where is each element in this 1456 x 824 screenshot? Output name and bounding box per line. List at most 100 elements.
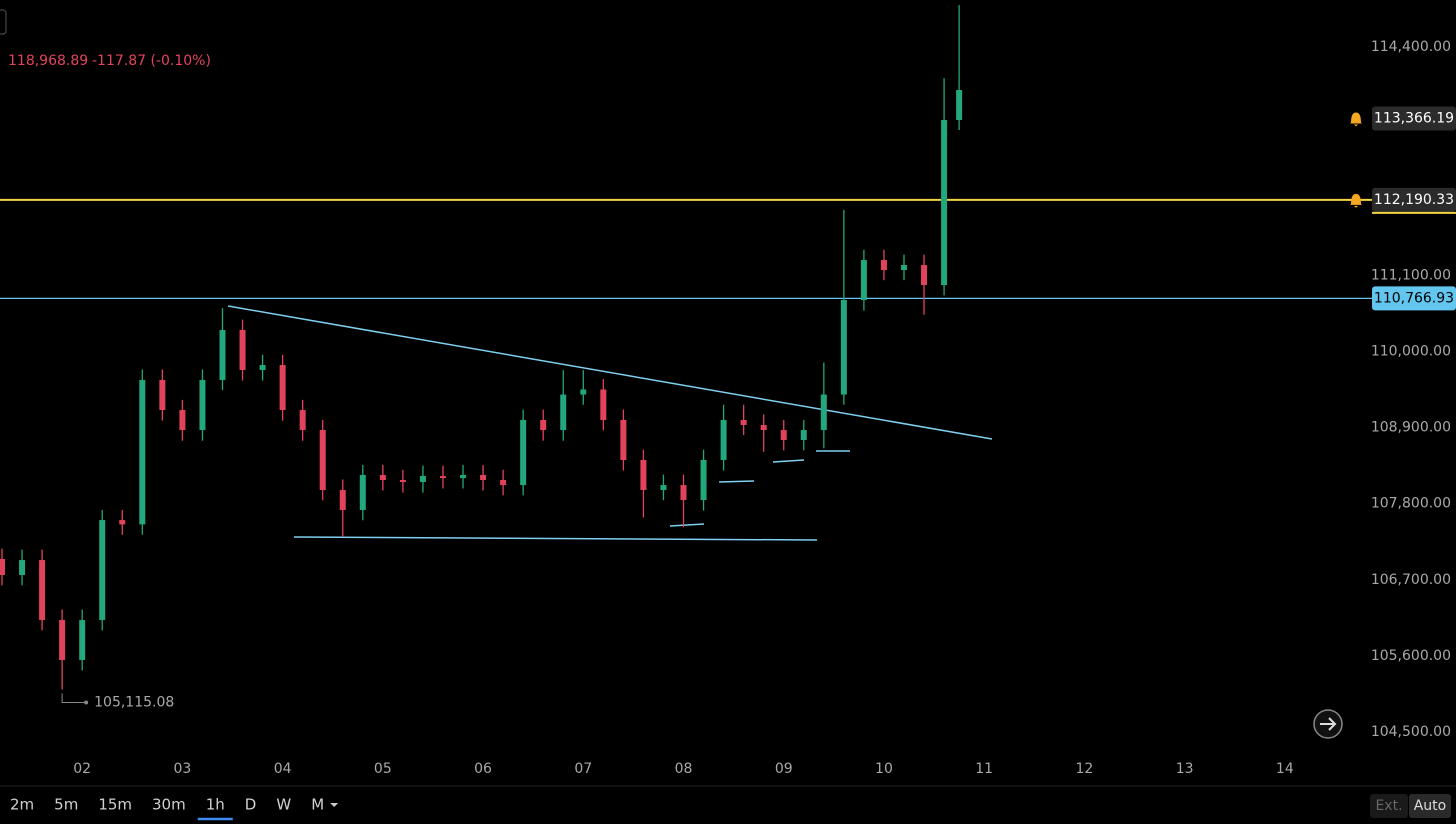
candle-body — [399, 479, 406, 483]
candle-body — [840, 300, 847, 395]
interval-button[interactable]: 1h — [206, 796, 225, 814]
quote-change: -117.87 (-0.10%) — [92, 53, 211, 69]
candle-body — [760, 424, 767, 431]
x-tick-label: 03 — [173, 761, 191, 777]
low-annotation-label: 105,115.08 — [94, 694, 174, 710]
x-tick-label: 06 — [474, 761, 492, 777]
x-tick-label: 05 — [374, 761, 392, 777]
candle-body — [720, 420, 727, 460]
interval-button[interactable]: W — [276, 796, 291, 814]
interval-button[interactable]: 15m — [98, 796, 132, 814]
candle-body — [279, 364, 286, 411]
ext-button[interactable] — [1370, 794, 1408, 818]
candle-body — [540, 420, 547, 431]
candle-body — [600, 389, 607, 421]
marker-line — [718, 480, 755, 483]
y-tick-label: 114,400.00 — [1371, 39, 1451, 55]
candle-body — [219, 329, 226, 381]
candle-body — [700, 459, 707, 500]
interval-button[interactable]: 30m — [152, 796, 186, 814]
auto-button[interactable] — [1409, 794, 1451, 818]
candle-body — [620, 420, 627, 460]
support-line — [293, 536, 818, 541]
x-tick-label: 12 — [1075, 761, 1093, 777]
price-line-tag — [1372, 187, 1456, 212]
candle-body — [139, 380, 146, 525]
x-tick-label: 09 — [775, 761, 793, 777]
candle-body — [860, 260, 867, 301]
x-tick-label: 07 — [574, 761, 592, 777]
y-tick-label: 111,100.00 — [1371, 267, 1451, 283]
x-tick-label: 14 — [1276, 761, 1294, 777]
candle-body — [0, 559, 6, 575]
candle-body — [319, 430, 326, 491]
y-tick-label: 104,500.00 — [1371, 724, 1451, 740]
x-tick-label: 10 — [875, 761, 893, 777]
candle-body — [640, 459, 647, 491]
ext-label: Ext. — [1375, 798, 1402, 814]
candle-body — [921, 265, 928, 286]
y-tick-label: 108,900.00 — [1371, 420, 1451, 436]
candle-body — [880, 260, 887, 271]
arrow-icon — [1320, 717, 1337, 731]
trendline — [227, 305, 993, 440]
x-tick-label: 13 — [1176, 761, 1194, 777]
candle-body — [820, 394, 827, 431]
x-tick-label: 04 — [274, 761, 292, 777]
candle-body — [79, 620, 86, 661]
candle-body — [419, 476, 426, 483]
candle-body — [941, 119, 948, 286]
y-tick-label: 110,000.00 — [1371, 343, 1451, 359]
candle-body — [660, 485, 667, 491]
candle-body — [59, 620, 66, 661]
candle-body — [119, 520, 126, 525]
candle-body — [439, 476, 446, 479]
alert-bell — [1350, 112, 1362, 127]
marker-line — [772, 459, 805, 463]
candle-body — [800, 430, 807, 441]
candle-body — [259, 364, 266, 371]
low-annotation-dot — [84, 700, 89, 705]
interval-button[interactable]: 5m — [54, 796, 78, 814]
interval-button[interactable]: 2m — [10, 796, 34, 814]
candle-body — [480, 475, 487, 480]
candle-body — [780, 430, 787, 441]
price-line-tag — [1372, 286, 1456, 311]
y-tick-label: 105,600.00 — [1371, 648, 1451, 664]
candle-body — [379, 475, 386, 480]
auto-label: Auto — [1414, 798, 1447, 814]
candle-body — [460, 475, 467, 479]
candle-body — [299, 410, 306, 431]
candle-body — [339, 490, 346, 511]
candle-body — [520, 420, 527, 486]
x-tick-label: 02 — [73, 761, 91, 777]
price-line-label: 112,190.33 — [1374, 192, 1454, 208]
y-tick-label: 106,700.00 — [1371, 572, 1451, 588]
low-annotation-leader — [61, 693, 87, 703]
quote-price: 118,968.89 — [8, 53, 88, 69]
plot: 104,500.00 105,600.00 106,700.00 107,800.00… — [0, 4, 1456, 777]
toolbar: 2m 5m 15m 30m 1h D W M — [10, 796, 339, 821]
candle-body — [359, 475, 366, 511]
interval-button[interactable]: D — [245, 796, 257, 814]
candle-body — [900, 265, 907, 271]
alert-label: 113,366.19 — [1374, 111, 1454, 127]
x-tick-label: 11 — [975, 761, 993, 777]
interval-button[interactable]: M — [311, 796, 324, 814]
candle-body — [680, 485, 687, 500]
menu-stub[interactable] — [0, 9, 7, 35]
candle-body — [199, 380, 206, 431]
candle-body — [560, 394, 567, 431]
candle-body — [159, 380, 166, 411]
dropdown-caret — [330, 803, 339, 807]
marker-line — [669, 523, 705, 527]
candle-body — [99, 520, 106, 621]
price-line-label: 110,766.93 — [1374, 290, 1454, 306]
candle-body — [500, 479, 507, 486]
x-tick-label: 08 — [675, 761, 693, 777]
candle-body — [239, 329, 246, 371]
alert-tag — [1372, 106, 1456, 131]
candle-body — [740, 420, 747, 425]
